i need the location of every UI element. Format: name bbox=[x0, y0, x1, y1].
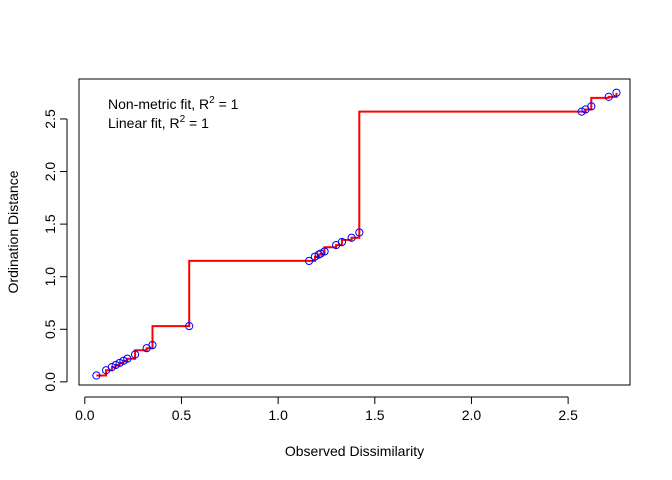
data-point bbox=[320, 247, 329, 256]
y-tick-label: 0.0 bbox=[42, 372, 58, 392]
x-tick-label: 0.0 bbox=[75, 407, 95, 423]
x-tick-label: 0.5 bbox=[172, 407, 192, 423]
y-tick-label: 1.5 bbox=[42, 214, 58, 234]
data-point bbox=[123, 354, 132, 363]
data-point bbox=[185, 322, 194, 331]
legend-entry-linear: Linear fit, R2 = 1 bbox=[108, 114, 209, 131]
data-point bbox=[119, 356, 128, 365]
data-point bbox=[115, 358, 124, 368]
data-point bbox=[148, 340, 157, 350]
data-point bbox=[130, 350, 140, 359]
data-point bbox=[337, 237, 347, 247]
x-tick-label: 2.5 bbox=[558, 407, 578, 423]
x-tick-label: 1.5 bbox=[365, 407, 385, 423]
y-tick-label: 2.5 bbox=[42, 109, 58, 129]
data-point bbox=[577, 107, 586, 116]
legend-entry-nonmetric: Non-metric fit, R2 = 1 bbox=[108, 95, 239, 112]
y-tick-label: 2.0 bbox=[42, 162, 58, 182]
y-axis-title: Ordination Distance bbox=[5, 170, 21, 293]
data-point bbox=[92, 371, 101, 380]
y-axis: 0.0 0.5 1.0 1.5 2.0 2.5 bbox=[42, 109, 68, 392]
x-tick-label: 2.0 bbox=[462, 407, 482, 423]
y-tick-label: 1.0 bbox=[42, 267, 58, 287]
data-point bbox=[355, 228, 364, 237]
y-tick-label: 0.5 bbox=[42, 319, 58, 339]
data-point bbox=[304, 256, 314, 266]
legend: Non-metric fit, R2 = 1 Linear fit, R2 = … bbox=[108, 95, 239, 131]
data-point bbox=[107, 363, 116, 372]
x-tick-label: 1.0 bbox=[268, 407, 288, 423]
data-point bbox=[604, 92, 613, 101]
x-axis-title: Observed Dissimilarity bbox=[285, 443, 424, 459]
data-point bbox=[347, 233, 356, 242]
plot-frame bbox=[78, 78, 631, 386]
data-series bbox=[92, 88, 621, 380]
data-point bbox=[111, 360, 120, 370]
data-point bbox=[612, 88, 621, 97]
x-axis: 0.0 0.5 1.0 1.5 2.0 2.5 bbox=[75, 396, 578, 423]
data-point bbox=[316, 249, 325, 258]
data-point bbox=[587, 102, 596, 111]
